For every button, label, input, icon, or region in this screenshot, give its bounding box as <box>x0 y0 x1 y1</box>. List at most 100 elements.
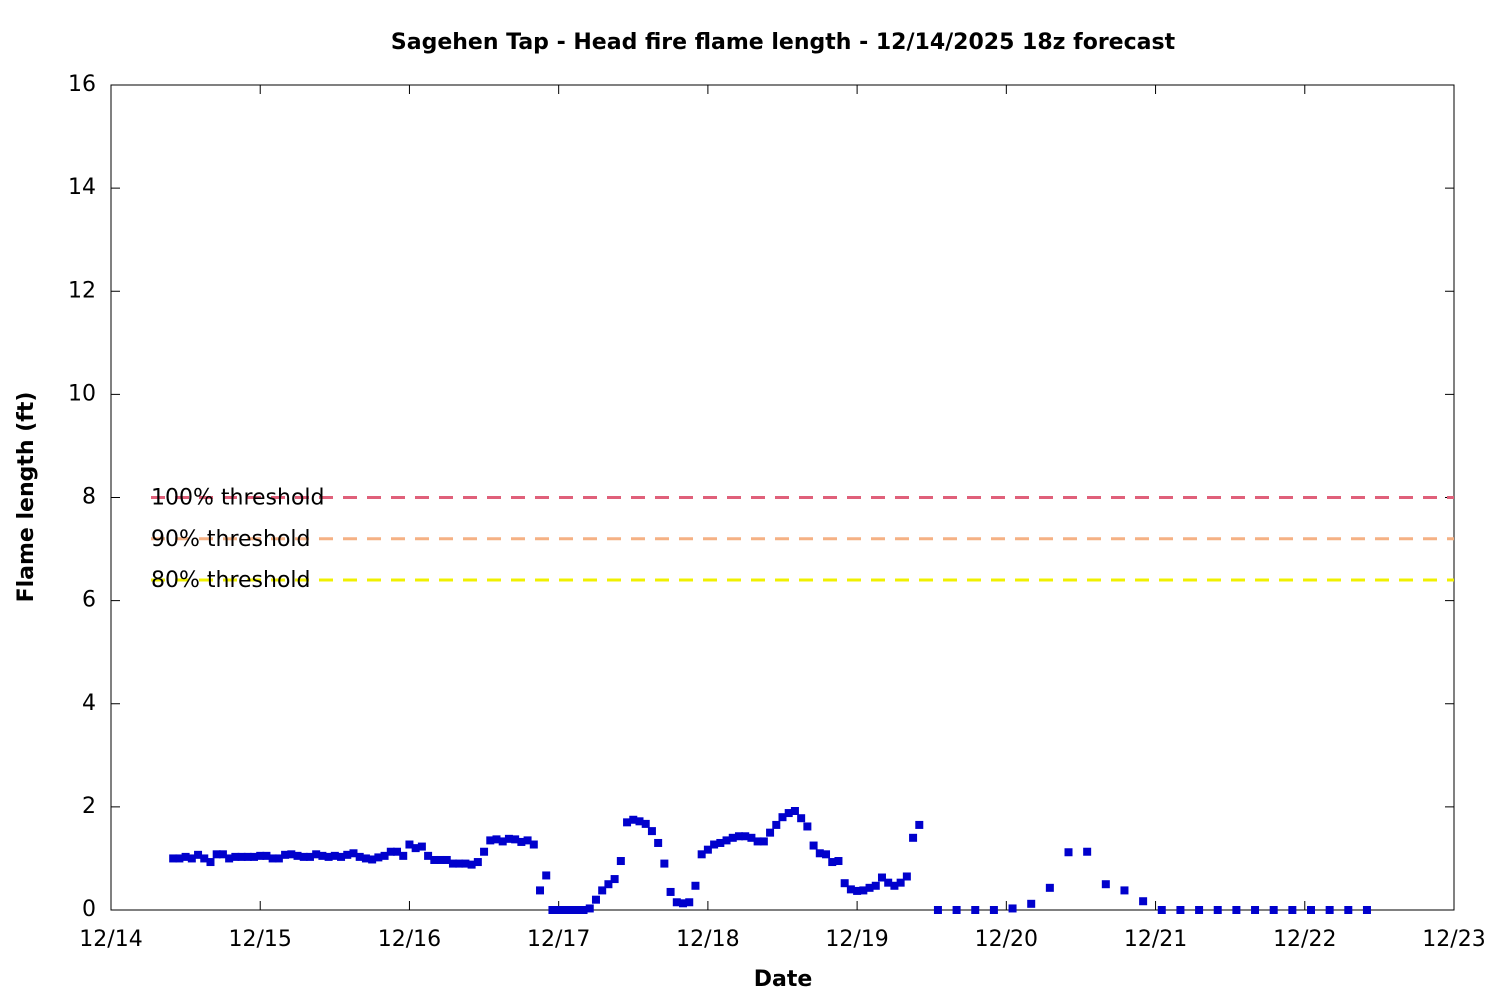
point <box>393 847 402 856</box>
x-tick-label: 12/17 <box>527 927 590 952</box>
point <box>610 875 619 884</box>
point <box>784 809 793 818</box>
point <box>641 819 650 828</box>
point <box>666 887 675 896</box>
point <box>679 899 688 908</box>
point <box>728 833 737 842</box>
point <box>218 850 227 859</box>
point <box>822 850 831 859</box>
point <box>442 855 451 864</box>
point <box>554 906 563 914</box>
point <box>989 906 998 914</box>
point <box>386 847 395 856</box>
point <box>448 859 457 868</box>
x-tick-label: 12/15 <box>229 927 292 952</box>
point <box>243 852 252 861</box>
point <box>312 850 321 859</box>
point <box>809 841 818 850</box>
point <box>859 886 868 895</box>
point <box>585 904 594 913</box>
point <box>305 852 314 861</box>
point <box>803 822 812 831</box>
x-axis-label: Date <box>754 967 813 992</box>
point <box>1362 906 1371 914</box>
point <box>778 813 787 822</box>
point <box>237 852 246 861</box>
point <box>952 906 961 914</box>
point <box>747 833 756 842</box>
point <box>536 886 545 895</box>
point <box>909 833 918 842</box>
x-tick-label: 12/20 <box>975 927 1038 952</box>
point <box>1027 899 1036 908</box>
chart-title: Sagehen Tap - Head fire flame length - 1… <box>391 30 1176 55</box>
point <box>480 847 489 856</box>
point <box>274 854 283 863</box>
point <box>231 852 240 861</box>
point <box>436 855 445 864</box>
point <box>971 906 980 914</box>
point <box>250 852 259 861</box>
point <box>399 851 408 860</box>
point <box>1195 906 1204 914</box>
point <box>1306 906 1315 914</box>
point <box>834 857 843 866</box>
point <box>187 854 196 863</box>
point <box>1325 906 1334 914</box>
point <box>200 854 209 863</box>
point <box>511 835 520 844</box>
point <box>710 840 719 849</box>
point <box>573 906 582 914</box>
point <box>853 886 862 895</box>
point <box>616 857 625 866</box>
point <box>915 820 924 829</box>
point <box>262 851 271 860</box>
point <box>411 844 420 853</box>
point <box>337 852 346 861</box>
point <box>790 807 799 815</box>
point <box>542 871 551 880</box>
point <box>467 860 476 869</box>
point <box>890 881 899 890</box>
point <box>591 895 600 904</box>
point <box>828 858 837 867</box>
point <box>430 855 439 864</box>
threshold-label: 90% threshold <box>151 527 311 552</box>
point <box>417 842 426 851</box>
x-tick-label: 12/21 <box>1124 927 1187 952</box>
point <box>722 836 731 845</box>
point <box>759 837 768 846</box>
point <box>268 854 277 863</box>
point <box>212 850 221 859</box>
point <box>604 880 613 889</box>
point <box>1139 897 1148 906</box>
point <box>766 828 775 837</box>
y-tick-label: 10 <box>68 381 96 406</box>
point <box>672 898 681 907</box>
point <box>1045 883 1054 892</box>
x-tick-label: 12/16 <box>378 927 441 952</box>
point <box>361 854 370 863</box>
threshold-label: 80% threshold <box>151 568 311 593</box>
point <box>380 851 389 860</box>
point <box>368 855 377 864</box>
point <box>498 837 507 846</box>
point <box>598 886 607 895</box>
point <box>1157 906 1166 914</box>
point <box>560 906 569 914</box>
point <box>815 849 824 858</box>
point <box>529 840 538 849</box>
point <box>281 850 290 859</box>
y-tick-label: 8 <box>82 485 96 510</box>
point <box>293 851 302 860</box>
point <box>691 881 700 890</box>
point <box>734 832 743 841</box>
point <box>424 851 433 860</box>
point <box>1344 906 1353 914</box>
point <box>654 838 663 847</box>
point <box>647 827 656 836</box>
point <box>865 883 874 892</box>
point <box>846 885 855 894</box>
point <box>772 820 781 829</box>
point <box>660 859 669 868</box>
